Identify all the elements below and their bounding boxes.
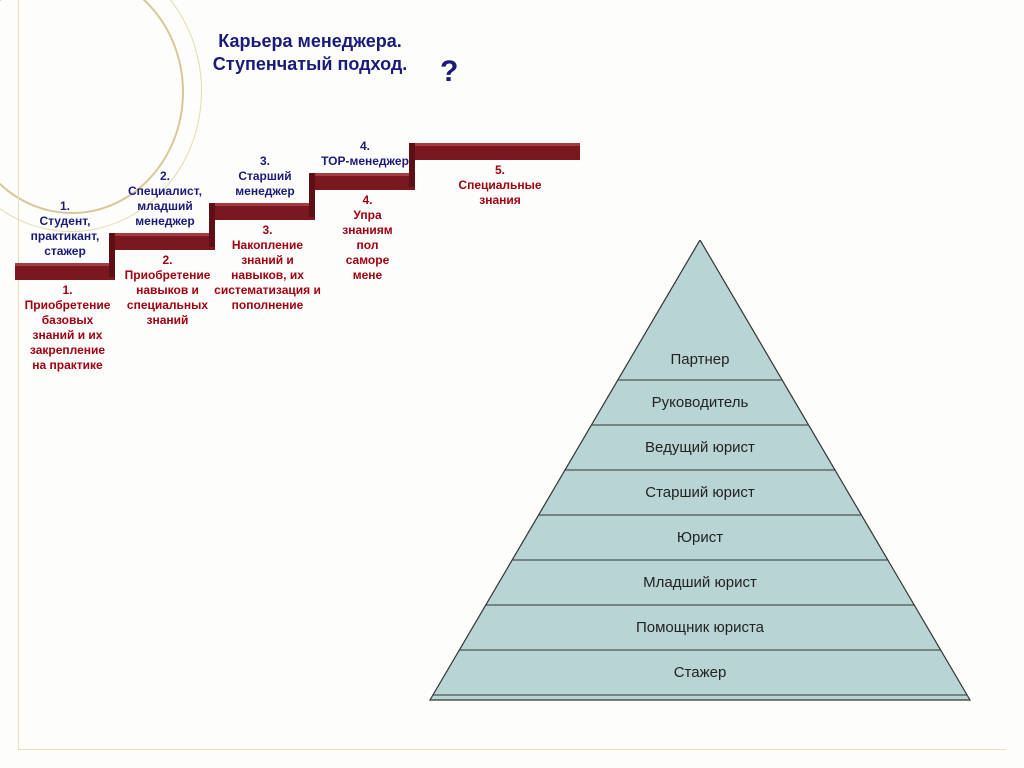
question-mark: ?	[440, 55, 458, 89]
title-line1: Карьера менеджера.	[170, 30, 450, 53]
title-line2: Ступенчатый подход.	[170, 53, 450, 76]
pyramid-level-1: Партнер	[420, 351, 980, 368]
slide-title: Карьера менеджера. Ступенчатый подход.	[170, 30, 450, 75]
step-tread-4	[315, 173, 415, 190]
step-top-label-4: 4.ТОР-менеджер	[310, 139, 420, 169]
step-bottom-label-3: 3.Накоплениезнаний инавыков, ихсистемати…	[210, 223, 325, 313]
pyramid-level-5: Юрист	[420, 529, 980, 546]
step-bottom-label-4: 4.Упразнаниямполсаморемене	[310, 193, 425, 283]
step-top-label-2: 2.Специалист,младшийменеджер	[110, 169, 220, 229]
step-tread-2	[115, 233, 215, 250]
step-bottom-label-1: 1.Приобретениебазовыхзнаний и ихзакрепле…	[10, 283, 125, 373]
pyramid-level-6: Младший юрист	[420, 574, 980, 591]
pyramid-svg	[420, 240, 980, 720]
pyramid-diagram: Партнер Руководитель Ведущий юрист Старший …	[420, 240, 980, 720]
pyramid-level-4: Старший юрист	[420, 484, 980, 501]
step-tread-3	[215, 203, 315, 220]
step-top-label-3: 3.Старшийменеджер	[210, 154, 320, 199]
step-top-label-1: 1.Студент,практикант,стажер	[10, 199, 120, 259]
pyramid-level-7: Помощник юриста	[420, 619, 980, 636]
step-bottom-label-5: 5.Специальныезнания	[410, 163, 590, 208]
step-bottom-label-2: 2.Приобретениенавыков испециальныхзнаний	[110, 253, 225, 328]
step-tread-5	[415, 143, 580, 160]
pyramid-level-3: Ведущий юрист	[420, 439, 980, 456]
pyramid-level-2: Руководитель	[420, 394, 980, 411]
pyramid-level-8: Стажер	[420, 664, 980, 681]
step-tread-1	[15, 263, 115, 280]
